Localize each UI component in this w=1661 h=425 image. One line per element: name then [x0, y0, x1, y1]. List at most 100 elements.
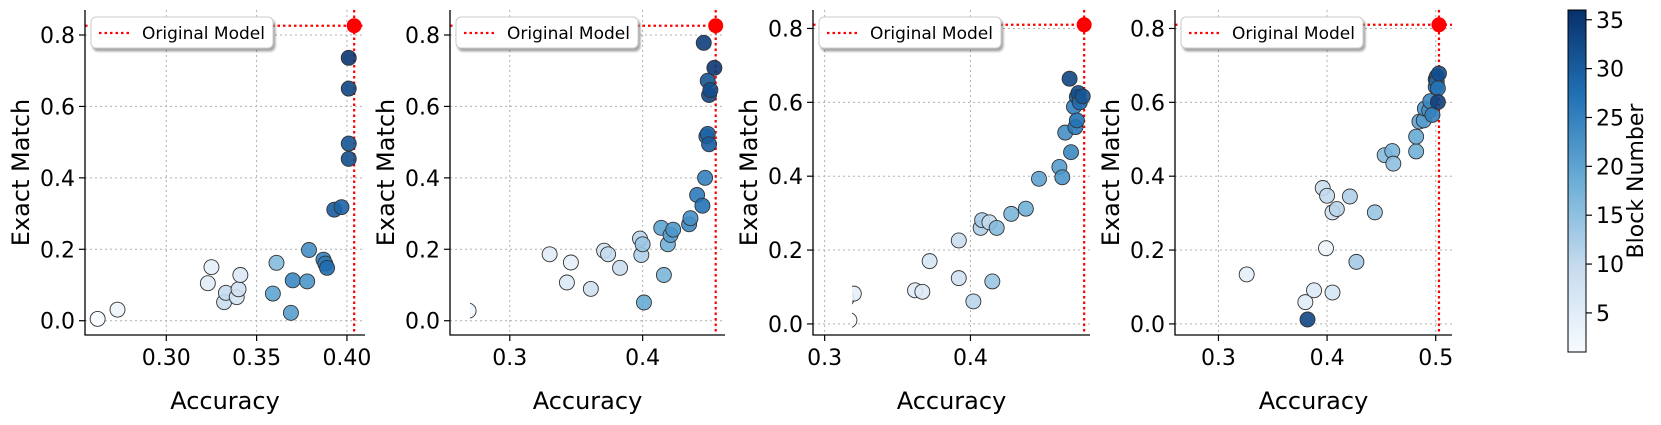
- y-tick-label: 0.4: [40, 167, 75, 192]
- y-tick-label: 0.0: [1130, 313, 1165, 338]
- grid: [1175, 10, 1452, 335]
- x-tick-label: 0.4: [625, 346, 660, 371]
- scatter-point: [558, 274, 575, 291]
- scatter-point: [1366, 204, 1383, 221]
- y-axis-label: Exact Match: [1097, 99, 1125, 247]
- original-model-point: [346, 18, 362, 34]
- legend: Original Model: [818, 16, 1002, 49]
- legend-box: [90, 16, 274, 49]
- scatter-point: [814, 304, 829, 319]
- points-layer: [89, 49, 357, 327]
- y-tick-label: 0.8: [405, 24, 440, 49]
- scatter-point: [582, 280, 599, 297]
- y-tick-label: 0.2: [405, 238, 440, 263]
- y-tick-label: 0.0: [768, 313, 803, 338]
- scatter-point: [340, 80, 357, 97]
- y-tick-label: 0.8: [1130, 17, 1165, 42]
- scatter-point: [89, 310, 106, 327]
- scatter-point: [230, 281, 247, 298]
- x-axis-label: Accuracy: [897, 387, 1007, 415]
- legend-label: Original Model: [1232, 24, 1355, 44]
- scatter-panel-2: 0.0 0.2 0.4 0.6 0.8 0.3 0.4 Original Model Acc…: [372, 10, 725, 415]
- scatter-point: [988, 219, 1005, 236]
- scatter-point: [264, 285, 281, 302]
- scatter-panel-3: 0.0 0.2 0.4 0.6 0.8 0.3 0.4 Original Model Acc…: [735, 10, 1092, 415]
- scatter-point: [109, 301, 126, 318]
- points-layer: [449, 34, 723, 326]
- scatter-point: [1348, 253, 1365, 270]
- scatter-point: [1176, 313, 1191, 328]
- scatter-point: [299, 273, 316, 290]
- scatter-point: [1306, 282, 1322, 299]
- scatter-point: [706, 59, 723, 76]
- scatter-point: [655, 267, 672, 283]
- y-tick-label: 0.4: [1130, 165, 1165, 190]
- x-tick-label: 0.3: [807, 346, 842, 371]
- scatter-point: [1017, 200, 1034, 217]
- x-tick-label: 0.4: [1310, 346, 1345, 371]
- scatter-point: [470, 302, 477, 319]
- y-tick-label: 0.2: [768, 239, 803, 264]
- legend: Original Model: [1180, 16, 1364, 49]
- scatter-panel-4: 0.00.20.40.60.80.3 0.4 0.5 Original Model …: [1097, 10, 1453, 415]
- scatter-point: [284, 272, 301, 289]
- colorbar-label: Block Number: [1624, 103, 1649, 259]
- scatter-point: [634, 236, 651, 253]
- scatter-point: [921, 253, 938, 270]
- scatter-point: [950, 270, 967, 287]
- scatter-point: [1003, 205, 1020, 222]
- x-tick-label: 0.4: [953, 346, 988, 371]
- colorbar-tick-label: 10: [1596, 253, 1624, 278]
- scatter-point: [333, 199, 350, 216]
- y-tick-label: 0.4: [405, 167, 440, 192]
- scatter-point: [600, 246, 617, 263]
- x-tick-label: 0.3: [492, 346, 527, 371]
- y-tick-label: 0.4: [768, 165, 803, 190]
- axes: 0.0 0.2 0.4 0.6 0.8 0.3 0.4 0.5: [1130, 10, 1453, 371]
- scatter-point: [852, 285, 862, 302]
- legend: Original Model: [90, 16, 274, 49]
- y-tick-label: 0.2: [40, 238, 75, 263]
- y-tick-label: 0.8: [40, 24, 75, 49]
- scatter-point: [852, 312, 858, 328]
- y-tick-label: 0.6: [40, 95, 75, 120]
- colorbar-tick-label: 30: [1596, 58, 1624, 83]
- axes: 0.0 0.2 0.4 0.6 0.8 0.3 0.4: [405, 10, 725, 371]
- scatter-point: [665, 221, 682, 238]
- legend-box: [1180, 16, 1364, 49]
- legend-box: [818, 16, 1002, 49]
- x-axis-label: Accuracy: [170, 387, 280, 415]
- y-tick-label: 0.0: [40, 310, 75, 335]
- y-tick-label: 0.6: [768, 91, 803, 116]
- scatter-point: [1299, 311, 1316, 328]
- scatter-point: [268, 254, 285, 271]
- scatter-point: [852, 293, 855, 305]
- scatter-point: [1238, 266, 1255, 283]
- y-axis-label: Exact Match: [372, 99, 400, 247]
- legend-label: Original Model: [507, 24, 630, 44]
- points-layer: [1176, 65, 1447, 328]
- scatter-point: [701, 136, 718, 153]
- original-model-point: [708, 18, 724, 34]
- colorbar-ticks: 5 10 15 20 25 30 35: [1586, 9, 1624, 327]
- y-tick-label: 0.8: [768, 17, 803, 42]
- legend-label: Original Model: [142, 24, 265, 44]
- scatter-point: [449, 311, 464, 326]
- scatter-point: [1297, 294, 1314, 311]
- scatter-point: [914, 283, 931, 300]
- x-tick-label: 0.35: [232, 346, 281, 371]
- scatter-point: [697, 169, 714, 186]
- scatter-point: [1328, 201, 1345, 218]
- legend: Original Model: [455, 16, 639, 49]
- legend-box: [455, 16, 639, 49]
- scatter-point: [340, 135, 357, 152]
- colorbar-tick-label: 35: [1596, 9, 1624, 34]
- scatter-point: [232, 267, 249, 283]
- scatter-point: [541, 246, 558, 263]
- original-model-point: [1431, 17, 1447, 33]
- x-tick-label: 0.5: [1418, 346, 1453, 371]
- x-axis-label: Accuracy: [533, 387, 643, 415]
- scatter-point: [612, 259, 628, 276]
- colorbar-tick-label: 15: [1596, 204, 1624, 229]
